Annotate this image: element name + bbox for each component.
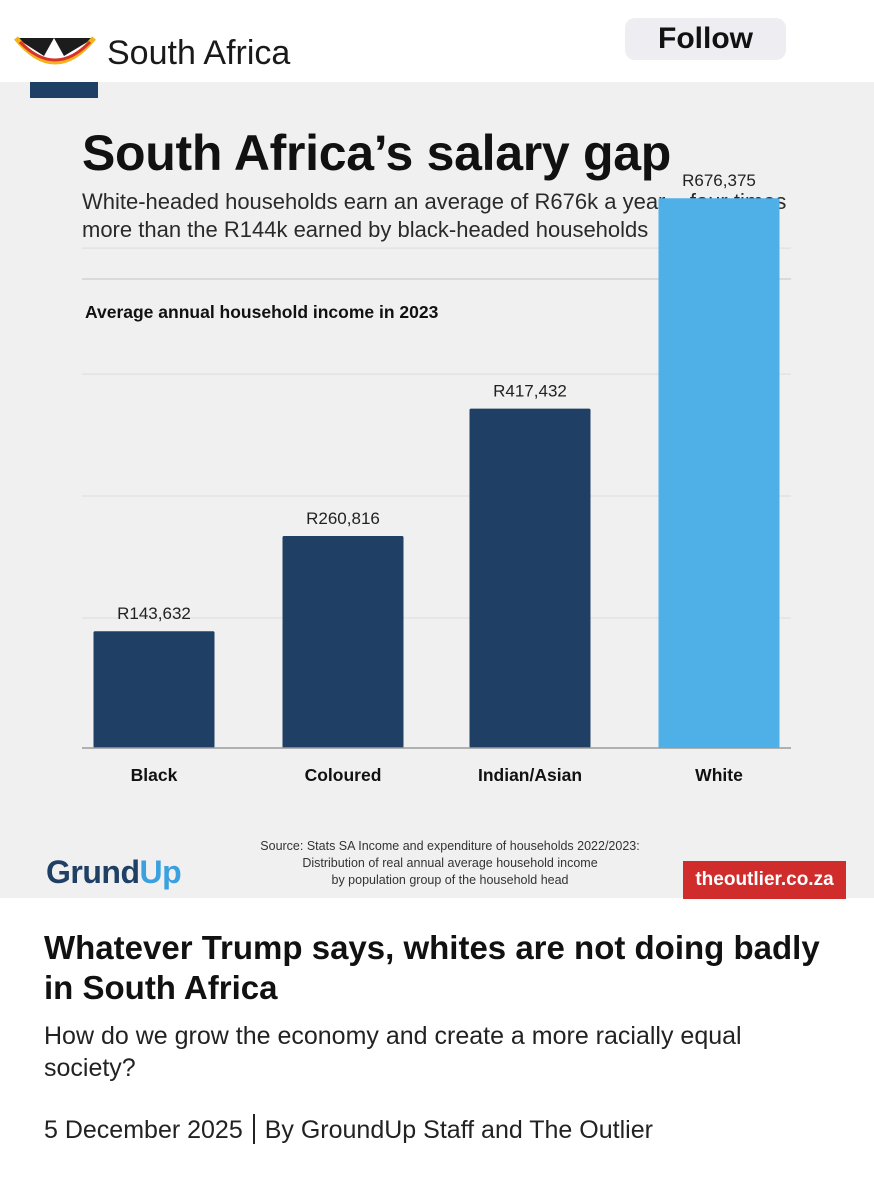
bar-black	[93, 631, 215, 748]
income-bar-chart: Average annual household income in 2023 …	[82, 171, 791, 785]
chart-title: Average annual household income in 2023	[85, 302, 439, 322]
source-note: Source: Stats SA Income and expenditure …	[210, 838, 690, 889]
infographic-image[interactable]: South Africa’s salary gap White-headed h…	[0, 82, 874, 899]
bar-indian-asian	[469, 408, 591, 748]
byline-separator	[252, 1114, 255, 1144]
follow-button[interactable]: Follow	[625, 18, 786, 60]
source-line: Distribution of real annual average hous…	[302, 856, 598, 870]
bar-value-label: R260,816	[306, 509, 380, 528]
bar-value-label: R676,375	[682, 171, 756, 190]
category-label: Indian/Asian	[478, 765, 582, 785]
article-date: 5 December 2025	[44, 1116, 243, 1144]
category-label: Coloured	[305, 765, 382, 785]
source-line: Source: Stats SA Income and expenditure …	[260, 839, 640, 853]
accent-tab	[30, 82, 98, 98]
groundup-logo-part: Gr	[46, 854, 83, 890]
bar-value-label: R143,632	[117, 604, 191, 623]
article-subhead: How do we grow the economy and create a …	[44, 1022, 742, 1082]
infographic-subtitle: White-headed households earn an average …	[82, 189, 787, 242]
bar-white	[658, 198, 780, 749]
category-label: White	[695, 765, 743, 785]
groundup-logo-part: und	[82, 854, 140, 890]
article-author: By GroundUp Staff and The Outlier	[264, 1116, 653, 1144]
groundup-logo-part: Up	[139, 854, 182, 890]
article-headline[interactable]: Whatever Trump says, whites are not doin…	[44, 929, 820, 1006]
outlier-badge: theoutlier.co.za	[683, 861, 846, 899]
bar-value-label: R417,432	[493, 382, 567, 401]
source-line: by population group of the household hea…	[331, 873, 569, 887]
top-bar: South Africa Follow	[0, 0, 874, 82]
article-byline: 5 December 2025 By GroundUp Staff and The…	[44, 1114, 653, 1145]
groundup-logo: GrundUp	[46, 854, 182, 891]
channel-name[interactable]: South Africa	[107, 34, 291, 72]
infographic-title: South Africa’s salary gap	[82, 125, 671, 181]
channel-logo-icon[interactable]	[14, 30, 96, 76]
category-label: Black	[131, 765, 178, 785]
bar-coloured	[282, 535, 404, 748]
